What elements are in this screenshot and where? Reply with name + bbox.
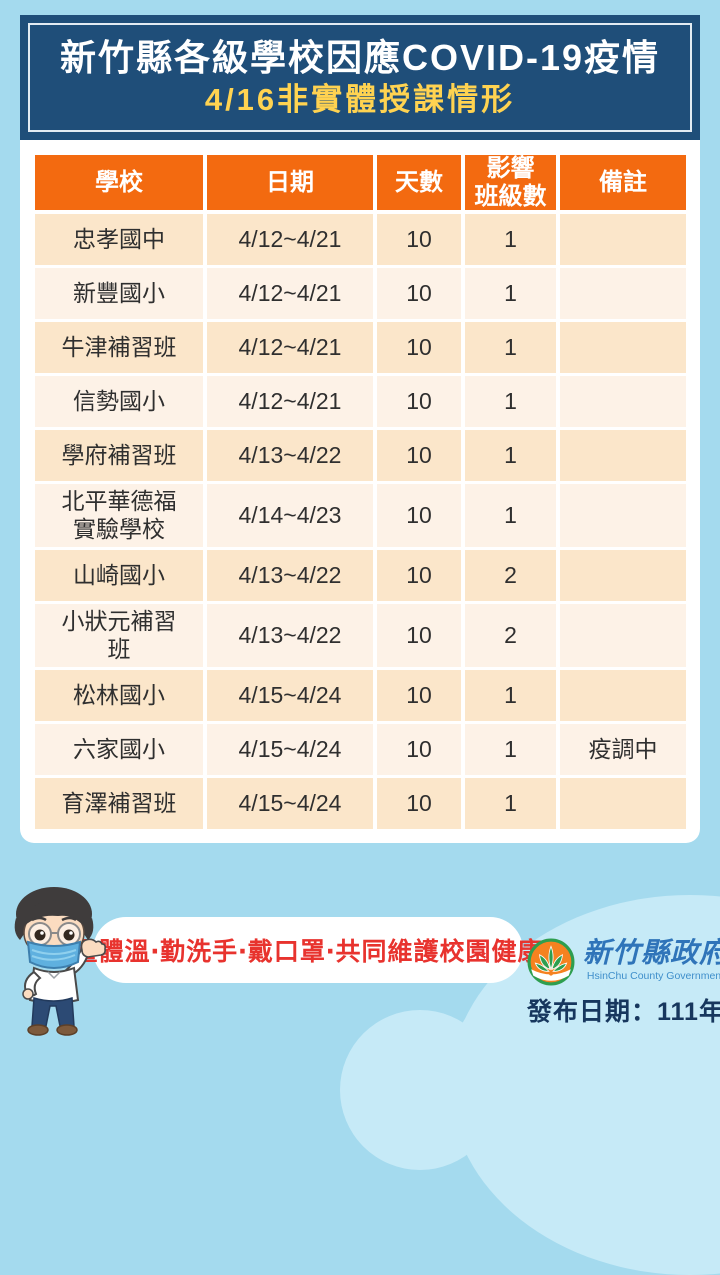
page-subtitle: 4/16非實體授課情形 — [204, 82, 516, 118]
table-row: 山崎國小 4/13~4/22 10 2 — [35, 550, 686, 601]
cell-classes: 1 — [465, 322, 556, 373]
county-logo: 新竹縣政府 HsinChu County Government — [527, 937, 720, 986]
cell-date: 4/14~4/23 — [207, 484, 373, 547]
table-row: 育澤補習班 4/15~4/24 10 1 — [35, 778, 686, 829]
cell-days: 10 — [377, 268, 461, 319]
cell-classes: 1 — [465, 724, 556, 775]
cell-classes: 1 — [465, 214, 556, 265]
cell-note — [560, 670, 686, 721]
cell-note — [560, 322, 686, 373]
table-row: 六家國小 4/15~4/24 10 1 疫調中 — [35, 724, 686, 775]
cell-date: 4/13~4/22 — [207, 550, 373, 601]
col-header-note: 備註 — [560, 155, 686, 211]
cell-classes: 1 — [465, 484, 556, 547]
cell-note — [560, 214, 686, 265]
cell-school: 忠孝國中 — [35, 214, 203, 265]
table-row: 小狀元補習 班 4/13~4/22 10 2 — [35, 604, 686, 667]
health-slogan-banner: 量體溫‧勤洗手‧戴口罩‧共同維護校園健康 — [72, 917, 543, 983]
cell-note — [560, 376, 686, 427]
cell-date: 4/12~4/21 — [207, 322, 373, 373]
cell-note — [560, 550, 686, 601]
cell-school: 小狀元補習 班 — [35, 604, 203, 667]
cell-school: 信勢國小 — [35, 376, 203, 427]
cell-days: 10 — [377, 550, 461, 601]
cell-days: 10 — [377, 604, 461, 667]
title-banner: 新竹縣各級學校因應COVID-19疫情 4/16非實體授課情形 — [20, 15, 700, 140]
cell-note — [560, 268, 686, 319]
cell-note: 疫調中 — [560, 724, 686, 775]
cell-classes: 1 — [465, 268, 556, 319]
cell-school: 育澤補習班 — [35, 778, 203, 829]
table-row: 信勢國小 4/12~4/21 10 1 — [35, 376, 686, 427]
cell-days: 10 — [377, 724, 461, 775]
cell-date: 4/15~4/24 — [207, 670, 373, 721]
cell-note — [560, 778, 686, 829]
cell-date: 4/12~4/21 — [207, 376, 373, 427]
cell-days: 10 — [377, 376, 461, 427]
cell-note — [560, 484, 686, 547]
cell-school: 牛津補習班 — [35, 322, 203, 373]
cell-classes: 1 — [465, 778, 556, 829]
cell-date: 4/15~4/24 — [207, 724, 373, 775]
cell-date: 4/12~4/21 — [207, 214, 373, 265]
school-table: 學校 日期 天數 影響 班級數 備註 忠孝國中 4/12~4/21 10 1 新… — [35, 155, 686, 832]
publish-date: 發布日期：111年4月14日 — [527, 998, 720, 1026]
col-header-school: 學校 — [35, 155, 203, 211]
table-row: 新豐國小 4/12~4/21 10 1 — [35, 268, 686, 319]
cell-days: 10 — [377, 778, 461, 829]
cell-days: 10 — [377, 322, 461, 373]
col-header-days: 天數 — [377, 155, 461, 211]
cell-school: 六家國小 — [35, 724, 203, 775]
cell-school: 山崎國小 — [35, 550, 203, 601]
cell-days: 10 — [377, 484, 461, 547]
cell-school: 學府補習班 — [35, 430, 203, 481]
cell-date: 4/12~4/21 — [207, 268, 373, 319]
table-row: 忠孝國中 4/12~4/21 10 1 — [35, 214, 686, 265]
logo-name-en: HsinChu County Government — [586, 969, 720, 982]
table-row: 牛津補習班 4/12~4/21 10 1 — [35, 322, 686, 373]
cell-days: 10 — [377, 214, 461, 265]
cell-school: 松林國小 — [35, 670, 203, 721]
table-row: 松林國小 4/15~4/24 10 1 — [35, 670, 686, 721]
col-header-classes: 影響 班級數 — [465, 155, 556, 211]
cell-classes: 1 — [465, 670, 556, 721]
cell-classes: 2 — [465, 550, 556, 601]
cell-note — [560, 604, 686, 667]
table-row: 學府補習班 4/13~4/22 10 1 — [35, 430, 686, 481]
masked-man-waving-icon — [14, 887, 106, 1036]
logo-name-zh: 新竹縣政府 — [583, 937, 720, 968]
cell-classes: 2 — [465, 604, 556, 667]
cell-school: 北平華德福 實驗學校 — [35, 484, 203, 547]
cell-date: 4/15~4/24 — [207, 778, 373, 829]
cloud-shape — [340, 1010, 500, 1170]
table-header-row: 學校 日期 天數 影響 班級數 備註 — [35, 155, 686, 211]
cell-note — [560, 430, 686, 481]
cell-classes: 1 — [465, 430, 556, 481]
cell-date: 4/13~4/22 — [207, 604, 373, 667]
col-header-date: 日期 — [207, 155, 373, 211]
health-slogan-text: 量體溫‧勤洗手‧戴口罩‧共同維護校園健康 — [72, 938, 544, 966]
table-row: 北平華德福 實驗學校 4/14~4/23 10 1 — [35, 484, 686, 547]
cell-date: 4/13~4/22 — [207, 430, 373, 481]
cell-classes: 1 — [465, 376, 556, 427]
hsinchu-county-seal-icon — [527, 938, 575, 986]
cell-days: 10 — [377, 670, 461, 721]
cell-days: 10 — [377, 430, 461, 481]
page-title: 新竹縣各級學校因應COVID-19疫情 — [59, 36, 661, 78]
cell-school: 新豐國小 — [35, 268, 203, 319]
